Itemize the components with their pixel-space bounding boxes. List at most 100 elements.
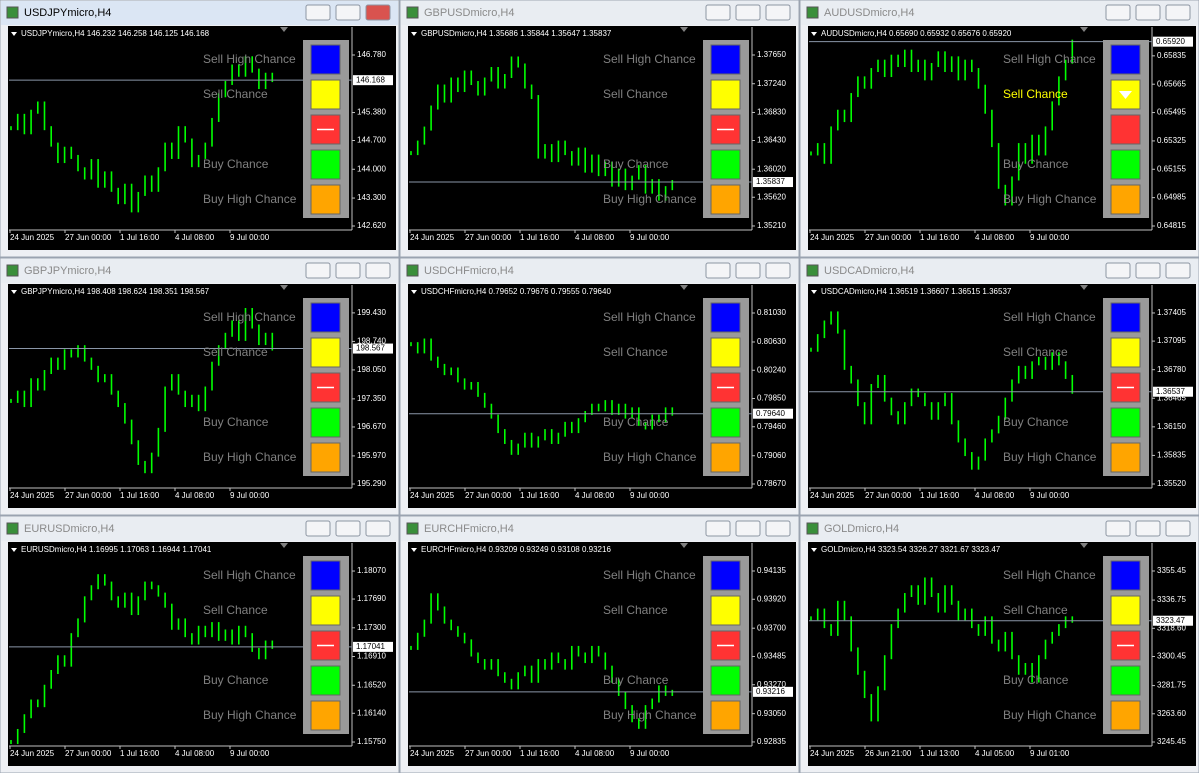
y-tick-label: 199.430	[357, 308, 386, 317]
signal-button[interactable]	[710, 184, 741, 215]
y-tick-label: 0.80630	[757, 337, 786, 346]
header-arrow	[411, 290, 417, 294]
signal-button[interactable]	[1110, 44, 1141, 75]
y-tick-label: 143.300	[357, 193, 386, 202]
signal-button[interactable]	[1110, 149, 1141, 180]
maximize-button[interactable]	[335, 4, 361, 21]
close-button[interactable]	[765, 520, 791, 537]
close-button[interactable]	[365, 520, 391, 537]
signal-button[interactable]	[310, 665, 341, 696]
x-tick-label: 4 Jul 08:00	[175, 749, 215, 758]
y-tick-label: 0.65495	[1157, 108, 1186, 117]
close-button[interactable]	[1165, 520, 1191, 537]
signal-button[interactable]	[310, 149, 341, 180]
signal-button[interactable]	[1110, 337, 1141, 368]
signal-label: Buy Chance	[603, 673, 669, 687]
title-bar	[401, 517, 798, 541]
y-tick-label: 1.35835	[1157, 451, 1186, 460]
y-tick-label: 1.35520	[1157, 479, 1186, 488]
maximize-button[interactable]	[1135, 262, 1161, 279]
close-button[interactable]	[765, 262, 791, 279]
x-tick-label: 1 Jul 16:00	[920, 233, 960, 242]
signal-button[interactable]	[1110, 442, 1141, 473]
signal-label: Buy High Chance	[603, 192, 697, 206]
current-price-label: 146.168	[356, 75, 385, 84]
close-button[interactable]	[1165, 4, 1191, 21]
x-tick-label: 9 Jul 00:00	[1030, 491, 1070, 500]
chart-window: AUDUSDmicro,H4 AUDUSDmicro,H4 0.65690 0.6…	[799, 0, 1199, 258]
minimize-button[interactable]	[1105, 262, 1131, 279]
signal-button[interactable]	[310, 595, 341, 626]
window-icon	[806, 264, 819, 277]
maximize-button[interactable]	[1135, 4, 1161, 21]
minimize-button[interactable]	[305, 262, 331, 279]
maximize-button[interactable]	[335, 520, 361, 537]
signal-label: Buy High Chance	[603, 708, 697, 722]
signal-button[interactable]	[710, 595, 741, 626]
signal-button[interactable]	[310, 302, 341, 333]
maximize-button[interactable]	[735, 520, 761, 537]
signal-button[interactable]	[710, 79, 741, 110]
signal-button[interactable]	[1110, 560, 1141, 591]
y-tick-label: 1.37650	[757, 50, 786, 59]
close-button[interactable]	[365, 4, 391, 21]
y-tick-label: 0.78670	[757, 479, 786, 488]
signal-button[interactable]	[1110, 114, 1141, 145]
signal-label: Buy High Chance	[203, 450, 297, 464]
signal-button[interactable]	[710, 442, 741, 473]
close-button[interactable]	[1165, 262, 1191, 279]
signal-button[interactable]	[310, 560, 341, 591]
signal-button[interactable]	[310, 337, 341, 368]
signal-button[interactable]	[310, 114, 341, 145]
chart-window: GBPUSDmicro,H4 GBPUSDmicro,H4 1.35686 1.3…	[399, 0, 800, 258]
x-tick-label: 27 Jun 00:00	[65, 491, 112, 500]
y-tick-label: 1.35210	[757, 221, 786, 230]
close-button[interactable]	[765, 4, 791, 21]
signal-button[interactable]	[310, 44, 341, 75]
signal-button[interactable]	[710, 407, 741, 438]
signal-button[interactable]	[310, 407, 341, 438]
signal-button[interactable]	[1110, 302, 1141, 333]
x-tick-label: 1 Jul 16:00	[120, 233, 160, 242]
signal-button[interactable]	[310, 184, 341, 215]
y-tick-label: 0.93485	[757, 652, 786, 661]
minimize-button[interactable]	[1105, 4, 1131, 21]
minimize-button[interactable]	[705, 520, 731, 537]
minimize-button[interactable]	[705, 262, 731, 279]
y-tick-label: 195.970	[357, 451, 386, 460]
signal-button[interactable]	[1110, 700, 1141, 731]
signal-button[interactable]	[710, 149, 741, 180]
signal-button[interactable]	[710, 44, 741, 75]
signal-button[interactable]	[1110, 595, 1141, 626]
signal-button[interactable]	[710, 560, 741, 591]
y-tick-label: 144.700	[357, 136, 386, 145]
current-price-label: 0.93216	[756, 687, 785, 696]
minimize-button[interactable]	[1105, 520, 1131, 537]
minimize-button[interactable]	[305, 520, 331, 537]
signal-button[interactable]	[1110, 184, 1141, 215]
signal-button[interactable]	[710, 337, 741, 368]
minimize-button[interactable]	[705, 4, 731, 21]
title-bar	[801, 259, 1198, 283]
signal-button[interactable]	[710, 302, 741, 333]
signal-button[interactable]	[1110, 407, 1141, 438]
y-tick-label: 1.17300	[357, 623, 386, 632]
signal-button[interactable]	[710, 700, 741, 731]
signal-button[interactable]	[310, 442, 341, 473]
current-price-label: 0.79640	[756, 409, 785, 418]
maximize-button[interactable]	[1135, 520, 1161, 537]
signal-button[interactable]	[310, 79, 341, 110]
x-tick-label: 9 Jul 00:00	[230, 491, 270, 500]
minimize-button[interactable]	[305, 4, 331, 21]
signal-button[interactable]	[1110, 665, 1141, 696]
title-bar	[801, 1, 1198, 25]
close-button[interactable]	[365, 262, 391, 279]
maximize-button[interactable]	[735, 4, 761, 21]
maximize-button[interactable]	[335, 262, 361, 279]
signal-label: Buy Chance	[1003, 673, 1069, 687]
x-tick-label: 27 Jun 00:00	[865, 233, 912, 242]
signal-button[interactable]	[310, 700, 341, 731]
maximize-button[interactable]	[735, 262, 761, 279]
chart-shift-marker	[1080, 285, 1088, 290]
signal-button[interactable]	[710, 665, 741, 696]
